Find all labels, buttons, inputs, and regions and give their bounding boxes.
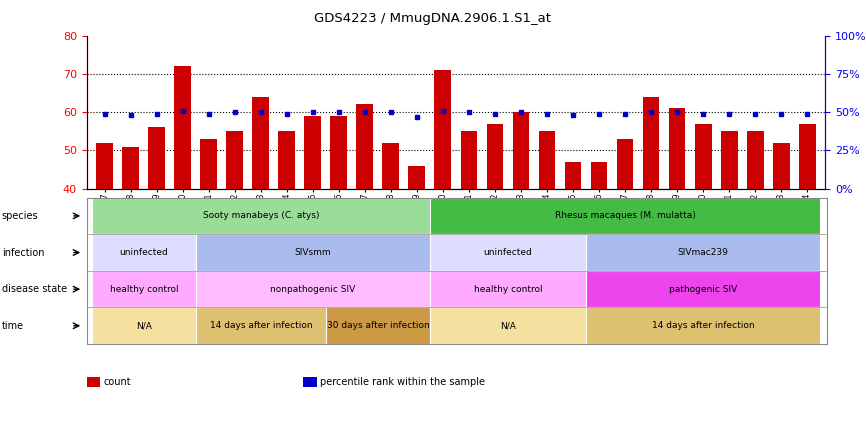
Text: uninfected: uninfected [483,248,533,257]
Text: 14 days after infection: 14 days after infection [210,321,312,330]
Text: disease state: disease state [2,284,67,294]
Text: 30 days after infection: 30 days after infection [326,321,430,330]
Bar [331,116,347,189]
Bar [435,70,451,189]
Text: N/A: N/A [136,321,152,330]
Text: infection: infection [2,247,44,258]
Text: percentile rank within the sample: percentile rank within the sample [320,377,486,387]
Bar [305,116,321,189]
Bar [174,66,191,189]
Text: uninfected: uninfected [120,248,168,257]
Bar [617,139,633,189]
Bar [96,143,113,189]
Bar [721,131,738,189]
Text: 14 days after infection: 14 days after infection [652,321,754,330]
Bar [357,104,373,189]
Bar [695,123,712,189]
Bar [591,162,607,189]
Text: species: species [2,211,38,221]
Text: SIVmac239: SIVmac239 [677,248,728,257]
Bar [461,131,477,189]
Text: N/A: N/A [500,321,516,330]
Bar [279,131,295,189]
Text: SIVsmm: SIVsmm [294,248,331,257]
Text: count: count [104,377,132,387]
Bar [252,97,269,189]
Text: GDS4223 / MmugDNA.2906.1.S1_at: GDS4223 / MmugDNA.2906.1.S1_at [314,12,552,25]
Bar [669,108,686,189]
Bar [772,143,790,189]
Bar [200,139,217,189]
Text: Sooty manabeys (C. atys): Sooty manabeys (C. atys) [203,211,319,220]
Bar [148,127,165,189]
Bar [383,143,399,189]
Text: Rhesus macaques (M. mulatta): Rhesus macaques (M. mulatta) [554,211,695,220]
Text: pathogenic SIV: pathogenic SIV [669,285,737,293]
Bar [122,147,139,189]
Bar [487,123,503,189]
Bar [409,166,425,189]
Bar [565,162,581,189]
Bar [643,97,660,189]
Text: healthy control: healthy control [109,285,178,293]
Bar [746,131,764,189]
Bar [539,131,555,189]
Text: nonpathogenic SIV: nonpathogenic SIV [270,285,356,293]
Text: healthy control: healthy control [474,285,542,293]
Bar [798,123,816,189]
Bar [226,131,243,189]
Bar [513,112,529,189]
Text: time: time [2,321,24,331]
